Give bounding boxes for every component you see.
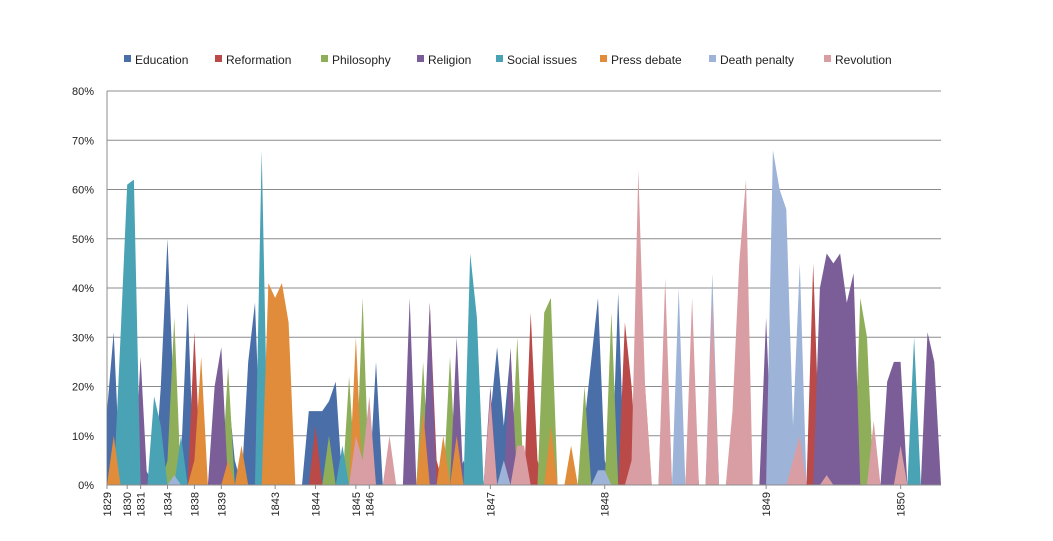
legend-swatch-revolution bbox=[824, 55, 831, 62]
x-tick-label: 1839 bbox=[216, 492, 228, 516]
grid-lines bbox=[107, 90, 941, 437]
legend-swatch-reformation bbox=[215, 55, 222, 62]
x-tick-label: 1846 bbox=[364, 492, 376, 516]
chart-legend: Education Reformation Philosophy Religion So… bbox=[124, 53, 892, 67]
series-area-education bbox=[107, 238, 625, 485]
x-tick-label: 1845 bbox=[351, 492, 363, 516]
x-tick-label: 1844 bbox=[311, 492, 323, 516]
legend-label-press-debate: Press debate bbox=[611, 53, 682, 67]
legend-label-religion: Religion bbox=[428, 53, 471, 67]
legend-label-social-issues: Social issues bbox=[507, 53, 577, 67]
legend-label-reformation: Reformation bbox=[226, 53, 291, 67]
legend-swatch-religion bbox=[417, 55, 424, 62]
x-tick-label: 1829 bbox=[102, 492, 114, 516]
legend-swatch-death-penalty bbox=[709, 55, 716, 62]
y-tick-label: 60% bbox=[72, 185, 94, 197]
x-tick-label: 1850 bbox=[896, 492, 908, 516]
legend-swatch-press-debate bbox=[600, 55, 607, 62]
legend-label-education: Education bbox=[135, 53, 188, 67]
legend-swatch-education bbox=[124, 55, 131, 62]
x-tick-label: 1843 bbox=[270, 492, 282, 516]
legend-swatch-social-issues bbox=[496, 55, 503, 62]
y-tick-label: 80% bbox=[72, 86, 94, 98]
series-area-religion bbox=[133, 253, 941, 485]
y-tick-label: 50% bbox=[72, 234, 94, 246]
legend-label-revolution: Revolution bbox=[835, 53, 892, 67]
x-tick-label: 1830 bbox=[122, 492, 134, 516]
x-tick-label: 1848 bbox=[600, 492, 612, 516]
legend-label-death-penalty: Death penalty bbox=[720, 53, 794, 67]
plot-area bbox=[107, 150, 941, 486]
legend-label-philosophy: Philosophy bbox=[332, 53, 391, 67]
x-axis: 1829 1830 1831 1834 1838 1839 1843 1844 1845 1846… bbox=[102, 484, 941, 516]
series-area-death-penalty bbox=[167, 150, 807, 485]
x-tick-label: 1834 bbox=[163, 492, 175, 516]
y-axis: 0% 10% 20% 30% 40% 50% 60% 70% 80% bbox=[72, 86, 108, 492]
y-tick-label: 70% bbox=[72, 135, 94, 147]
x-tick-label: 1847 bbox=[485, 492, 497, 516]
y-tick-label: 10% bbox=[72, 431, 94, 443]
y-tick-label: 30% bbox=[72, 332, 94, 344]
y-tick-label: 0% bbox=[78, 480, 94, 492]
x-tick-label: 1838 bbox=[189, 492, 201, 516]
y-tick-label: 40% bbox=[72, 283, 94, 295]
x-tick-label: 1849 bbox=[761, 492, 773, 516]
series-area-press-debate bbox=[107, 283, 908, 485]
x-tick-label: 1831 bbox=[136, 492, 148, 516]
y-tick-label: 20% bbox=[72, 382, 94, 394]
legend-swatch-philosophy bbox=[321, 55, 328, 62]
